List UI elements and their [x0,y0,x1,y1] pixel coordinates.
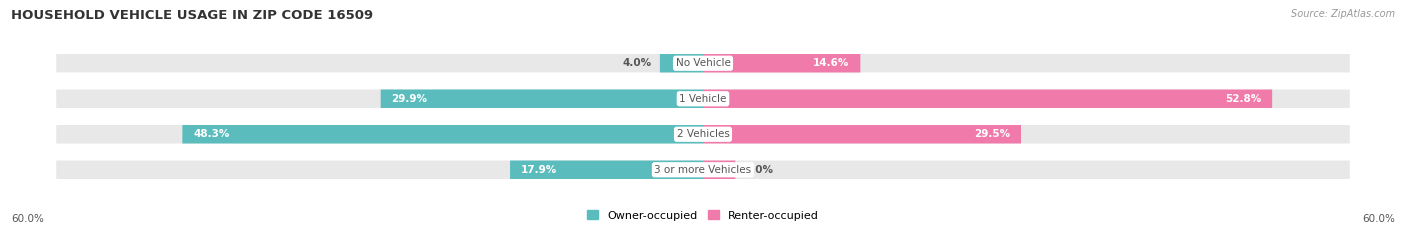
FancyBboxPatch shape [703,89,1272,108]
Text: 29.5%: 29.5% [974,129,1010,139]
FancyBboxPatch shape [381,89,703,108]
FancyBboxPatch shape [510,161,703,179]
Text: 60.0%: 60.0% [11,214,44,224]
FancyBboxPatch shape [183,125,703,144]
Text: 60.0%: 60.0% [1362,214,1395,224]
FancyBboxPatch shape [56,54,1350,72]
Text: 4.0%: 4.0% [621,58,651,68]
FancyBboxPatch shape [659,54,703,72]
Text: 3 or more Vehicles: 3 or more Vehicles [654,165,752,175]
FancyBboxPatch shape [703,125,1021,144]
Text: Source: ZipAtlas.com: Source: ZipAtlas.com [1291,9,1395,19]
FancyBboxPatch shape [703,54,860,72]
Text: 2 Vehicles: 2 Vehicles [676,129,730,139]
Text: 17.9%: 17.9% [520,165,557,175]
Text: 29.9%: 29.9% [391,94,427,104]
Legend: Owner-occupied, Renter-occupied: Owner-occupied, Renter-occupied [582,206,824,225]
FancyBboxPatch shape [703,161,735,179]
FancyBboxPatch shape [56,89,1350,108]
Text: 52.8%: 52.8% [1225,94,1261,104]
Text: No Vehicle: No Vehicle [675,58,731,68]
Text: 1 Vehicle: 1 Vehicle [679,94,727,104]
Text: 3.0%: 3.0% [744,165,773,175]
Text: 48.3%: 48.3% [193,129,229,139]
FancyBboxPatch shape [56,125,1350,144]
Text: HOUSEHOLD VEHICLE USAGE IN ZIP CODE 16509: HOUSEHOLD VEHICLE USAGE IN ZIP CODE 1650… [11,9,374,22]
Text: 14.6%: 14.6% [813,58,849,68]
FancyBboxPatch shape [56,161,1350,179]
